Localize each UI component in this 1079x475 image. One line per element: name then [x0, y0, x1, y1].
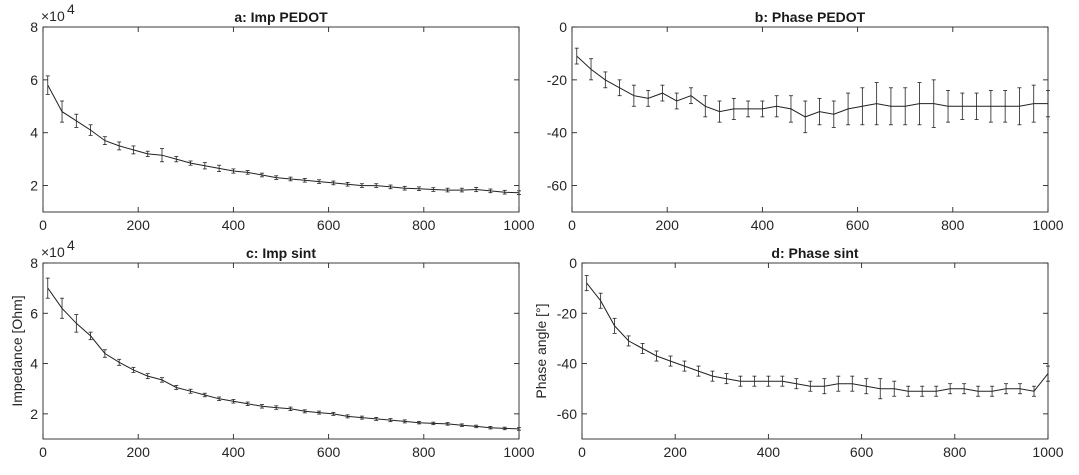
- series-line: [47, 287, 520, 430]
- chart-title: b: Phase PEDOT: [755, 9, 866, 25]
- y-tick-label: -60: [557, 406, 577, 422]
- plot-frame: [581, 262, 1049, 440]
- x-tick-label: 400: [222, 444, 246, 460]
- x-tick-label: 0: [39, 444, 47, 460]
- x-tick-label: 800: [412, 444, 436, 460]
- y-tick-label: 4: [30, 125, 38, 141]
- y-axis-label: Impedance [Ohm]: [9, 295, 25, 406]
- chart-title: a: Imp PEDOT: [234, 9, 328, 25]
- x-tick-label: 1000: [503, 217, 534, 233]
- panel-d: d: Phase sint 0 200 400 600 800 1000 -60 -40 -20 0…: [533, 245, 1064, 460]
- x-tick-label: 400: [757, 444, 781, 460]
- y-tick-label: 8: [30, 19, 38, 35]
- x-tick-label: 600: [846, 217, 870, 233]
- y-axis-label: Phase angle [°]: [533, 303, 549, 398]
- x-tick-label: 1000: [1032, 444, 1063, 460]
- x-tick-label: 600: [317, 217, 341, 233]
- x-tick-label: 800: [943, 444, 967, 460]
- x-tick-label: 800: [412, 217, 436, 233]
- y-tick-label: -40: [557, 356, 577, 372]
- y-tick-label: -60: [547, 178, 567, 194]
- y-tick-label: 2: [30, 178, 38, 194]
- axis-exponent-power: 4: [67, 237, 75, 253]
- y-tick-label: -20: [557, 305, 577, 321]
- y-tick-label: -40: [547, 125, 567, 141]
- series-line: [576, 55, 1048, 118]
- x-tick-label: 400: [222, 217, 246, 233]
- x-tick-label: 200: [127, 217, 151, 233]
- y-tick-label: 6: [30, 305, 38, 321]
- y-tick-label: 0: [559, 19, 567, 35]
- x-tick-label: 600: [850, 444, 874, 460]
- x-tick-label: 200: [656, 217, 680, 233]
- x-tick-label: 800: [941, 217, 965, 233]
- series-line: [47, 84, 520, 194]
- axis-exponent-label: ×10: [41, 8, 65, 24]
- axis-exponent-power: 4: [67, 1, 75, 17]
- x-tick-label: 0: [568, 217, 576, 233]
- y-tick-label: 4: [30, 356, 38, 372]
- x-tick-label: 0: [578, 444, 586, 460]
- x-tick-label: 0: [39, 217, 47, 233]
- y-tick-label: -20: [547, 72, 567, 88]
- panel-b: b: Phase PEDOT 0 200 400 600 800 1000 -60 -40 -20…: [547, 9, 1064, 233]
- plot-frame: [42, 262, 520, 440]
- axis-exponent-label: ×10: [41, 244, 65, 260]
- x-tick-label: 600: [317, 444, 341, 460]
- chart-title: d: Phase sint: [771, 245, 858, 261]
- plot-frame: [571, 26, 1049, 213]
- y-tick-label: 0: [569, 255, 577, 271]
- x-tick-label: 200: [664, 444, 688, 460]
- x-tick-label: 200: [127, 444, 151, 460]
- x-tick-label: 400: [751, 217, 775, 233]
- x-tick-label: 1000: [1032, 217, 1063, 233]
- y-tick-label: 8: [30, 255, 38, 271]
- chart-title: c: Imp sint: [246, 245, 316, 261]
- y-tick-label: 2: [30, 406, 38, 422]
- series-line: [586, 282, 1049, 392]
- x-tick-label: 1000: [503, 444, 534, 460]
- y-tick-label: 6: [30, 72, 38, 88]
- plot-frame: [42, 26, 520, 213]
